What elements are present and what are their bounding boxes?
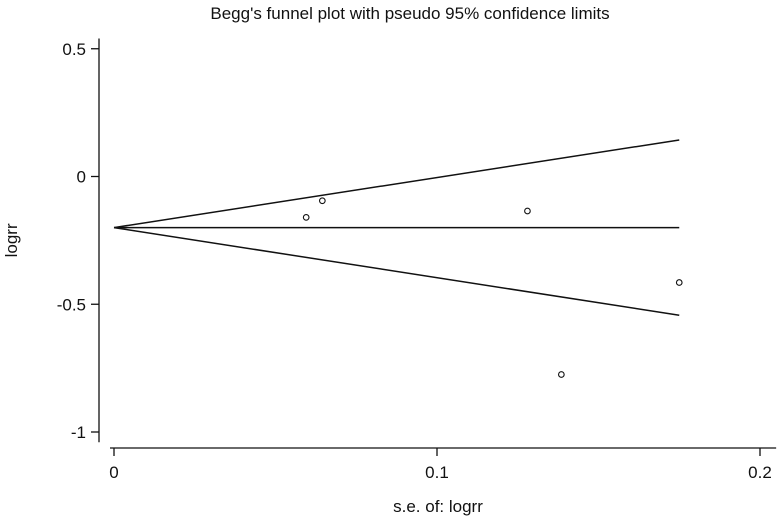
study-point xyxy=(302,214,310,221)
x-tick-label: 0.2 xyxy=(748,463,772,482)
y-axis-label: logrr xyxy=(2,223,21,257)
study-point xyxy=(558,371,565,378)
study-point xyxy=(318,197,326,205)
study-point xyxy=(675,279,683,286)
confidence-lines xyxy=(113,139,680,316)
y-tick-label: 0 xyxy=(77,168,86,187)
study-point xyxy=(524,207,531,215)
y-tick-label: -1 xyxy=(71,423,86,442)
upper-confidence-limit xyxy=(113,139,680,229)
chart-title: Begg's funnel plot with pseudo 95% confi… xyxy=(210,4,609,23)
x-axis-label: s.e. of: logrr xyxy=(393,497,483,516)
study-points xyxy=(302,197,683,378)
y-tick-label: -0.5 xyxy=(57,295,86,314)
lower-confidence-limit xyxy=(113,226,680,316)
axes: 0.5 0 -0.5 -1 0 0.1 0.2 xyxy=(57,38,777,482)
x-tick-label: 0.1 xyxy=(425,463,449,482)
x-tick-label: 0 xyxy=(109,463,118,482)
y-tick-label: 0.5 xyxy=(62,40,86,59)
